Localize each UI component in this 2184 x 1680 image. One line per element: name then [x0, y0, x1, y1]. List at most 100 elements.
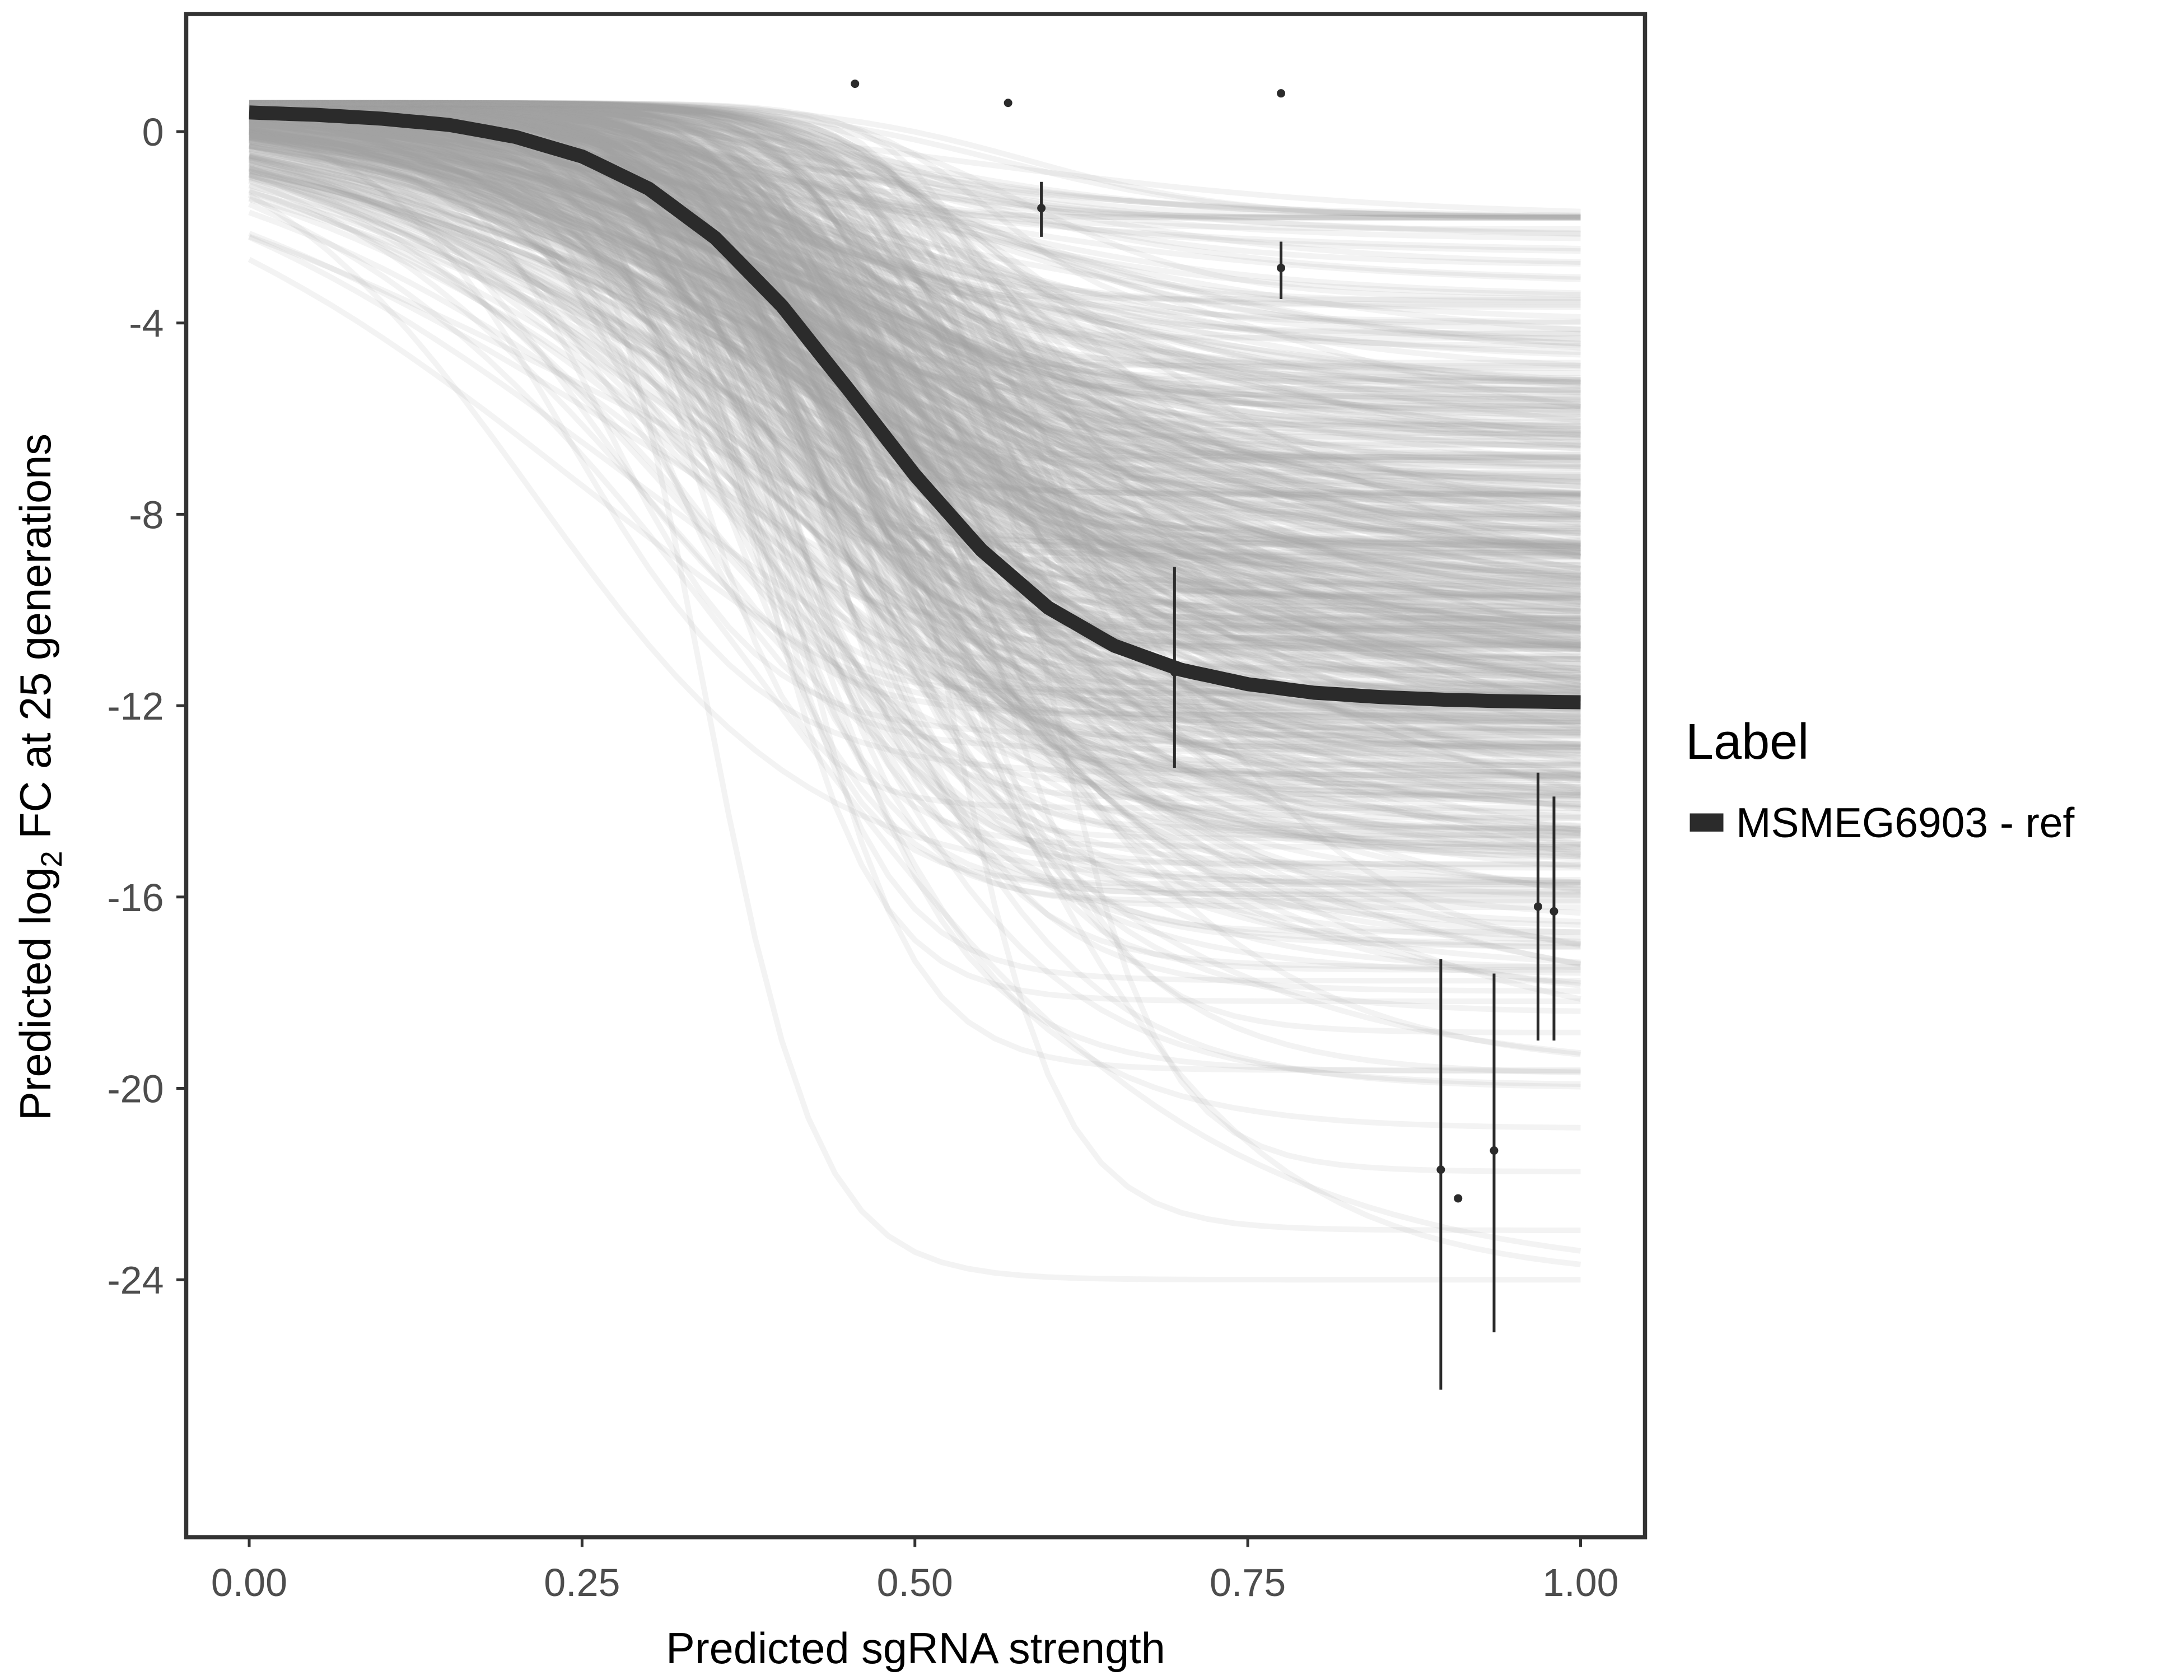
posterior-draw-curve	[248, 171, 1581, 680]
posterior-draw-curve	[249, 100, 1581, 517]
posterior-draw-curve	[249, 100, 1581, 458]
posterior-draw-curve	[249, 147, 1581, 605]
posterior-draw-curve	[249, 137, 1581, 778]
posterior-draw-curve	[249, 102, 1581, 621]
posterior-draw-curve	[249, 103, 1581, 265]
posterior-draw-curve	[248, 152, 1581, 619]
posterior-draw-curve	[249, 100, 1581, 750]
posterior-draw-curve	[248, 256, 1581, 860]
posterior-draw-curve	[249, 100, 1581, 688]
posterior-draw-curve	[249, 124, 1581, 695]
posterior-draw-curve	[249, 127, 1581, 517]
posterior-draw-curve	[249, 112, 1581, 692]
posterior-draw-curve	[249, 103, 1581, 396]
posterior-draw-curve	[249, 100, 1581, 1035]
posterior-draw-curve	[249, 135, 1581, 632]
posterior-draw-curve	[249, 100, 1581, 652]
posterior-draw-curve	[249, 100, 1581, 706]
posterior-draw-curve	[249, 100, 1581, 605]
posterior-draw-curve	[249, 100, 1581, 659]
posterior-draw-curve	[249, 100, 1581, 848]
posterior-draw-curve	[249, 100, 1581, 903]
posterior-draw-curve	[249, 115, 1581, 600]
posterior-draw-curve	[249, 137, 1581, 442]
posterior-draw-curve	[249, 128, 1581, 837]
posterior-draw-curve	[249, 100, 1581, 332]
posterior-draw-curve	[249, 100, 1581, 631]
posterior-draw-curve	[248, 234, 1581, 829]
posterior-draw-curve	[249, 100, 1581, 783]
posterior-draw-curve	[249, 129, 1581, 676]
posterior-draw-curve	[249, 118, 1581, 522]
posterior-draw-curve	[249, 114, 1581, 445]
posterior-draw-curve	[249, 100, 1581, 301]
posterior-draw-curve	[249, 109, 1581, 623]
posterior-draw-curve	[249, 102, 1581, 678]
posterior-draw-curve	[249, 100, 1581, 305]
posterior-draw-curve	[249, 120, 1581, 578]
posterior-draw-curve	[249, 100, 1581, 751]
posterior-draw-curve	[249, 122, 1581, 236]
posterior-draw-curve	[249, 129, 1581, 424]
posterior-draw-curve	[249, 119, 1581, 549]
posterior-draw-curve	[249, 100, 1581, 437]
posterior-draw-curve	[249, 143, 1581, 555]
posterior-draw-curve	[249, 102, 1581, 847]
posterior-draw-curve	[249, 118, 1581, 708]
posterior-draw-curve	[249, 123, 1581, 507]
posterior-draw-curve	[249, 130, 1581, 648]
posterior-draw-curve	[249, 100, 1581, 738]
posterior-draw-curve	[249, 100, 1581, 600]
posterior-draw-curve	[249, 100, 1581, 427]
posterior-draw-curve	[249, 100, 1581, 642]
data-point	[1490, 1146, 1499, 1155]
posterior-draw-curve	[249, 141, 1581, 682]
posterior-draw-curve	[249, 101, 1581, 417]
posterior-draw-curve	[249, 161, 1581, 661]
posterior-draw-curve	[249, 100, 1581, 678]
posterior-draw-curve	[249, 104, 1581, 232]
posterior-draw-curve	[248, 192, 1581, 888]
posterior-draw-curve	[249, 138, 1581, 892]
posterior-draw-curve	[249, 113, 1581, 642]
posterior-draw-curve	[249, 101, 1581, 411]
posterior-draw-curve	[249, 100, 1581, 429]
posterior-draw-curve	[249, 100, 1581, 796]
posterior-draw-curve	[249, 147, 1581, 595]
posterior-draw-curve	[249, 100, 1581, 1233]
posterior-draw-curve	[249, 100, 1581, 531]
posterior-draw-curve	[249, 101, 1581, 994]
posterior-draw-curve	[249, 123, 1581, 497]
posterior-draw-curve	[249, 100, 1581, 398]
posterior-draw-curve	[249, 100, 1581, 898]
posterior-draw-curve	[249, 100, 1581, 561]
posterior-draw-curve	[248, 189, 1581, 696]
x-tick-label: 0.75	[1210, 1561, 1286, 1604]
posterior-draw-curve	[249, 116, 1581, 469]
posterior-draw-curve	[249, 100, 1581, 757]
posterior-draw-curve	[249, 100, 1581, 622]
posterior-draw-curve	[249, 100, 1581, 729]
posterior-draw-curve	[249, 100, 1581, 508]
posterior-draw-curve	[249, 124, 1581, 671]
posterior-draw-curve	[249, 125, 1581, 781]
posterior-draw-curve	[249, 102, 1581, 542]
data-point	[1004, 99, 1012, 108]
posterior-draw-curve	[248, 165, 1581, 1056]
posterior-draw-curve	[249, 120, 1581, 619]
posterior-draw-curve	[249, 100, 1581, 529]
posterior-draw-curve	[249, 114, 1581, 795]
posterior-draw-curve	[249, 100, 1581, 904]
posterior-draw-curve	[249, 100, 1581, 623]
posterior-draw-curve	[249, 101, 1581, 662]
posterior-draw-curve	[248, 169, 1581, 498]
posterior-draw-curves	[248, 100, 1581, 1283]
posterior-draw-curve	[249, 102, 1581, 611]
posterior-draw-curve	[249, 101, 1581, 409]
posterior-draw-curve	[249, 100, 1581, 1174]
posterior-draw-curve	[249, 101, 1581, 470]
posterior-draw-curve	[249, 116, 1581, 737]
posterior-draw-curve	[249, 100, 1581, 652]
posterior-draw-curve	[249, 100, 1581, 549]
posterior-draw-curve	[249, 100, 1581, 798]
